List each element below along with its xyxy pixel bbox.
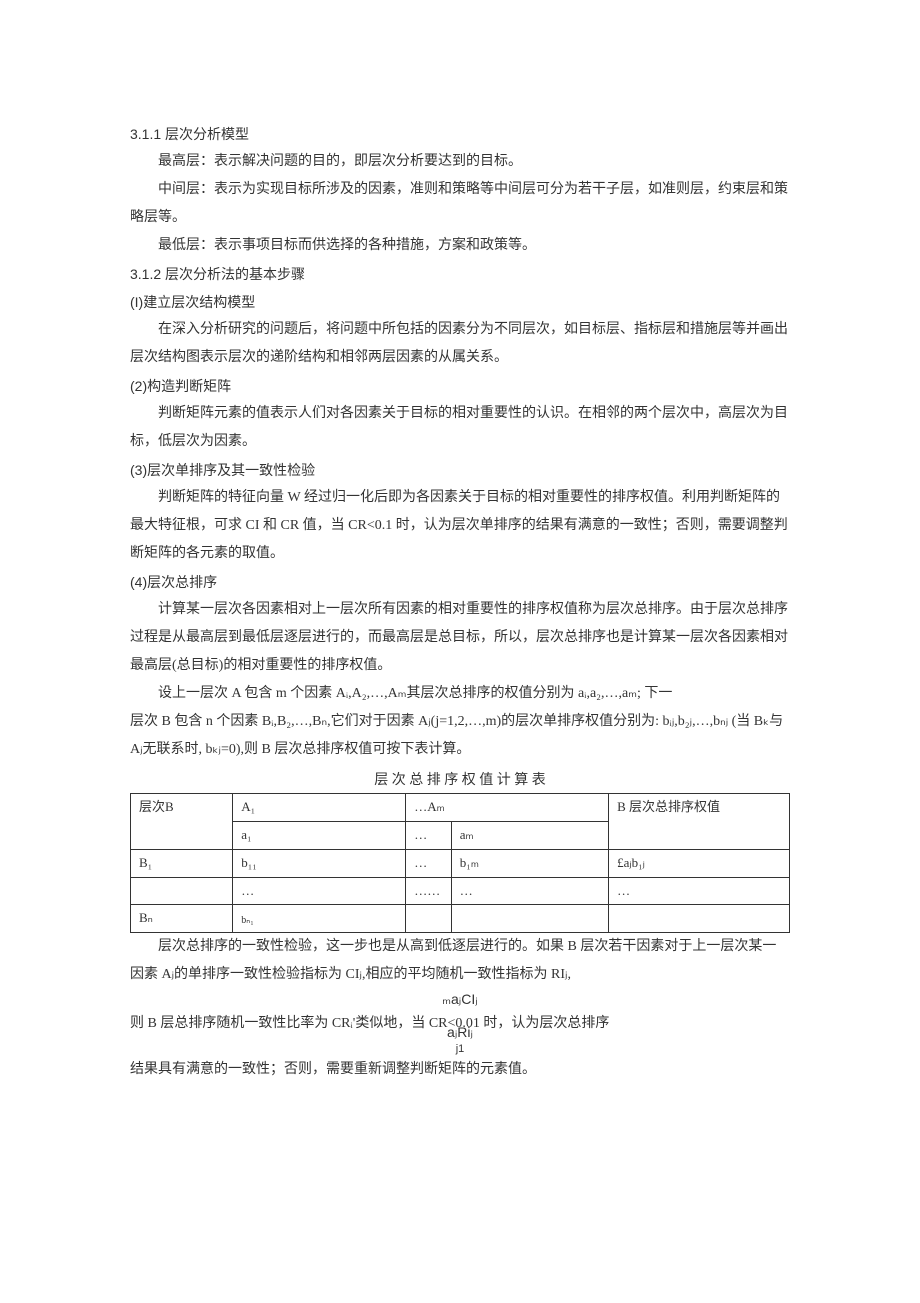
cell-b1m: b₁ₘ bbox=[451, 849, 608, 877]
section-311-heading: 3.1.1 层次分析模型 bbox=[130, 120, 790, 148]
formula-2b: j1 bbox=[130, 1043, 790, 1056]
para-middle-text: 中间层：表示为实现目标所涉及的因素，准则和策略等中间层可分为若干子层，如准则层，… bbox=[130, 182, 788, 225]
th-am: …Aₘ bbox=[406, 794, 609, 822]
cell-bn2 bbox=[406, 905, 452, 933]
table-title: 层 次 总 排 序 权 值 计 算 表 bbox=[130, 768, 790, 793]
cell-dots: … bbox=[406, 849, 452, 877]
step4-para1: 计算某一层次各因素相对上一层次所有因素的相对重要性的排序权值称为层次总排序。由于… bbox=[130, 596, 790, 680]
cell-dots5: … bbox=[609, 877, 790, 905]
table-header-row1: 层次B A₁ …Aₘ B 层次总排序权值 bbox=[131, 794, 790, 822]
cell-dots2: … bbox=[233, 877, 406, 905]
cell-bn4 bbox=[609, 905, 790, 933]
para-top-layer: 最高层：表示解决问题的目的，即层次分析要达到的目标。 bbox=[130, 148, 790, 176]
cell-dots3: …… bbox=[406, 877, 452, 905]
cell-empty bbox=[131, 877, 233, 905]
weight-table: 层次B A₁ …Aₘ B 层次总排序权值 a₁ … aₘ B₁ b₁₁ … b₁… bbox=[130, 793, 790, 933]
step2-title: (2)构造判断矩阵 bbox=[130, 372, 790, 400]
step4-para3: 层次 B 包含 n 个因素 Bᵢ,B₂,…,Bₙ,它们对于因素 Aⱼ(j=1,2… bbox=[130, 708, 790, 764]
cell-bn1: bₙ₁ bbox=[233, 905, 406, 933]
step4-para2: 设上一层次 A 包含 m 个因素 Aᵢ,A₂,…,Aₘ其层次总排序的权值分别为 … bbox=[130, 680, 790, 708]
th-a1: A₁ bbox=[233, 794, 406, 822]
table-row: B₁ b₁₁ … b₁ₘ £aⱼb₁ⱼ bbox=[131, 849, 790, 877]
after-table-p3: 结果具有满意的一致性；否则，需要重新调整判断矩阵的元素值。 bbox=[130, 1056, 790, 1084]
after-table-p1: 层次总排序的一致性检验，这一步也是从高到低逐层进行的。如果 B 层次若干因素对于… bbox=[130, 933, 790, 989]
step4-title: (4)层次总排序 bbox=[130, 568, 790, 596]
para-middle-layer: 中间层：表示为实现目标所涉及的因素，准则和策略等中间层可分为若干子层，如准则层，… bbox=[130, 176, 790, 232]
th-layer-b: 层次B bbox=[131, 794, 233, 850]
step1-title: (I)建立层次结构模型 bbox=[130, 288, 790, 316]
formula-1: ₘaⱼCIⱼ bbox=[130, 989, 790, 1010]
section-312-heading: 3.1.2 层次分析法的基本步骤 bbox=[130, 260, 790, 288]
table-row: Bₙ bₙ₁ bbox=[131, 905, 790, 933]
th-dots: … bbox=[406, 821, 452, 849]
th-am-val: aₘ bbox=[451, 821, 608, 849]
step3-title: (3)层次单排序及其一致性检验 bbox=[130, 456, 790, 484]
step2-para: 判断矩阵元素的值表示人们对各因素关于目标的相对重要性的认识。在相邻的两个层次中，… bbox=[130, 400, 790, 456]
cell-dots4: … bbox=[451, 877, 608, 905]
cell-b11: b₁₁ bbox=[233, 849, 406, 877]
th-a1-val: a₁ bbox=[233, 821, 406, 849]
step3-para: 判断矩阵的特征向量 W 经过归一化后即为各因素关于目标的相对重要性的排序权值。利… bbox=[130, 484, 790, 568]
cell-bn: Bₙ bbox=[131, 905, 233, 933]
document-page: 3.1.1 层次分析模型 最高层：表示解决问题的目的，即层次分析要达到的目标。 … bbox=[0, 0, 920, 1164]
cell-bn3 bbox=[451, 905, 608, 933]
th-weight: B 层次总排序权值 bbox=[609, 794, 790, 850]
para-bottom-layer: 最低层：表示事项目标而供选择的各种措施，方案和政策等。 bbox=[130, 232, 790, 260]
cell-b1: B₁ bbox=[131, 849, 233, 877]
table-row: … …… … … bbox=[131, 877, 790, 905]
step1-para: 在深入分析研究的问题后，将问题中所包括的因素分为不同层次，如目标层、指标层和措施… bbox=[130, 316, 790, 372]
cell-sum1: £aⱼb₁ⱼ bbox=[609, 849, 790, 877]
